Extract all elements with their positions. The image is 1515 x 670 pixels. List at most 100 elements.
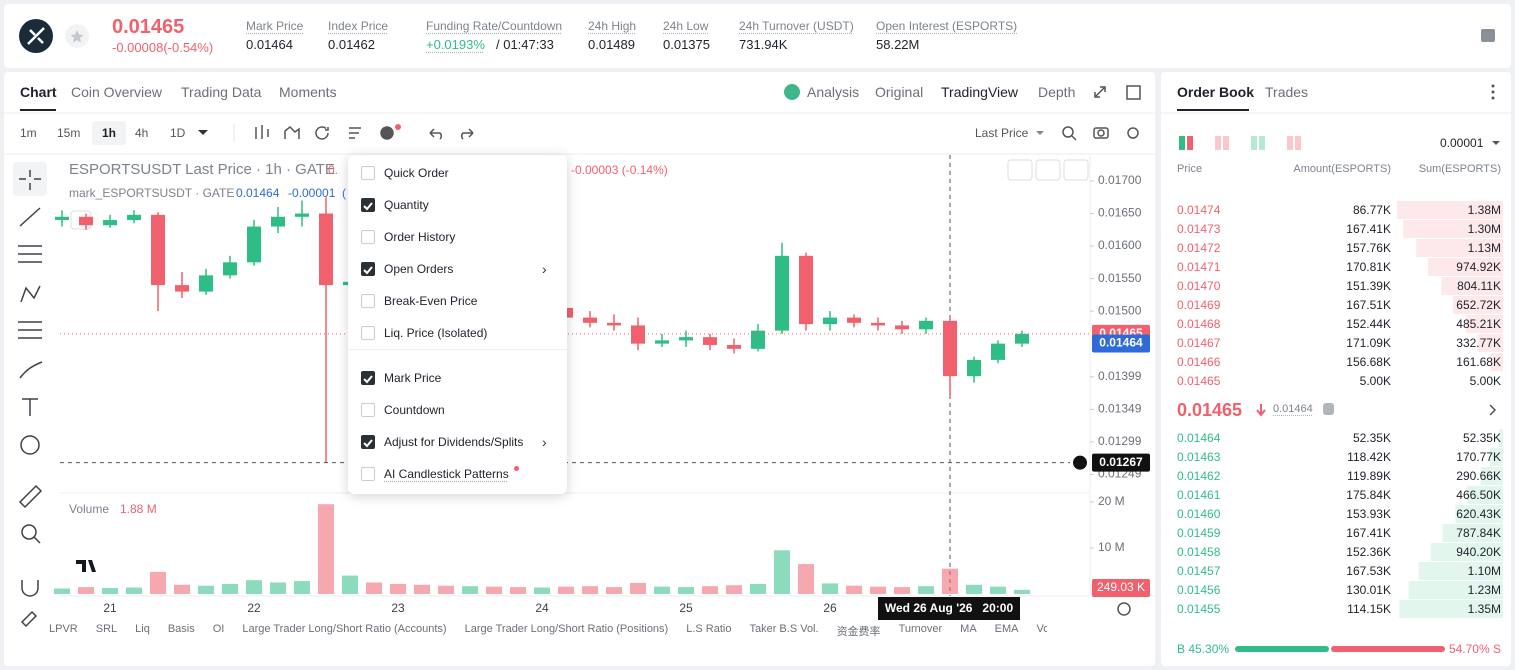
collapse-button[interactable] <box>1035 159 1061 181</box>
menu-item[interactable]: Quantity <box>384 198 429 212</box>
price-change: -0.00008(-0.54%) <box>112 40 214 55</box>
indicator[interactable]: 资金费率 <box>836 626 881 638</box>
indicator[interactable]: SRL <box>95 623 118 635</box>
scroll-button[interactable] <box>1007 159 1033 181</box>
indicator[interactable]: EMA <box>994 623 1019 635</box>
book-amount: 152.36K <box>1346 545 1391 559</box>
toolbar-icons[interactable] <box>255 125 1139 141</box>
stat-value: 0.01464 <box>246 37 293 52</box>
menu-item[interactable]: Open Orders <box>384 262 454 276</box>
expand-icon[interactable] <box>1094 86 1106 98</box>
menu-item[interactable]: AI Candlestick Patterns <box>384 467 509 481</box>
book-sum: 1.35M <box>1467 602 1501 616</box>
price-type[interactable]: Last Price <box>975 126 1029 140</box>
interval[interactable]: 1h <box>102 126 117 140</box>
candle-body <box>223 262 237 276</box>
depth-bar <box>1397 201 1503 219</box>
indicator[interactable]: MA <box>960 623 977 635</box>
menu-checkbox[interactable] <box>361 230 375 244</box>
chart-tab[interactable]: Trading Data <box>181 84 262 100</box>
candle-body <box>1015 333 1029 344</box>
drawing-tools[interactable] <box>13 162 47 628</box>
interval-dropdown[interactable] <box>198 130 208 135</box>
menu-item[interactable]: Liq. Price (Isolated) <box>384 326 488 340</box>
menu-checkbox[interactable] <box>361 371 375 385</box>
menu-checkbox[interactable] <box>361 467 375 481</box>
book-amount: 119.89K <box>1347 469 1391 483</box>
price-badge-label: 0.01267 <box>1099 455 1143 469</box>
menu-checkbox[interactable] <box>361 262 375 276</box>
depth-bar <box>1467 486 1503 504</box>
book-sum: 974.92K <box>1456 260 1501 274</box>
book-sum: 52.35K <box>1462 431 1501 445</box>
menu-item[interactable]: Quick Order <box>384 166 449 180</box>
book-price: 0.01456 <box>1177 583 1221 597</box>
price-badge <box>1092 334 1150 353</box>
book-sum: 332.77K <box>1456 336 1501 350</box>
view-tab[interactable]: Depth <box>1038 84 1076 100</box>
interval[interactable]: 1m <box>20 126 37 140</box>
header-icon[interactable] <box>1481 29 1495 42</box>
chart-tab[interactable]: Moments <box>279 84 337 100</box>
view-tab[interactable]: Original <box>875 84 924 100</box>
book-price: 0.01471 <box>1177 260 1221 274</box>
indicator[interactable]: Large Trader Long/Short Ratio (Positions… <box>464 623 669 635</box>
indicator[interactable]: LPVR <box>49 623 78 635</box>
price-type-dropdown[interactable] <box>1036 131 1044 135</box>
interval[interactable]: 15m <box>57 126 81 140</box>
interval[interactable]: 1D <box>170 126 186 140</box>
chart-tab[interactable]: Chart <box>20 84 57 100</box>
book-price: 0.01460 <box>1177 507 1221 521</box>
volume-bar <box>654 586 670 594</box>
chart-tab[interactable]: Coin Overview <box>71 84 163 100</box>
more-icon[interactable] <box>1491 96 1495 100</box>
volume-bar <box>366 582 382 594</box>
volume-bar <box>558 586 574 594</box>
depth-bar <box>1465 315 1503 333</box>
indicator[interactable]: Turnover <box>898 623 943 635</box>
indicator[interactable]: Liq <box>135 623 150 635</box>
volume-bar <box>150 571 166 594</box>
menu-checkbox[interactable] <box>361 435 375 449</box>
indicator[interactable]: L.S Ratio <box>686 623 732 635</box>
notify-dot <box>395 124 401 130</box>
book-tab[interactable]: Trades <box>1265 84 1309 100</box>
menu-item[interactable]: Mark Price <box>384 371 442 385</box>
menu-checkbox[interactable] <box>361 294 375 308</box>
menu-item[interactable]: Break-Even Price <box>384 294 478 308</box>
indicator[interactable]: Large Trader Long/Short Ratio (Accounts) <box>242 623 447 635</box>
check-mark <box>363 375 373 384</box>
menu-checkbox[interactable] <box>361 403 375 417</box>
settings-icon[interactable] <box>1117 602 1131 616</box>
book-header: Amount(ESPORTS) <box>1293 163 1391 175</box>
book-precision[interactable]: 0.00001 <box>1440 136 1484 150</box>
book-price: 0.01465 <box>1177 374 1221 388</box>
menu-item[interactable]: Countdown <box>384 403 445 417</box>
menu-item[interactable]: Adjust for Dividends/Splits <box>384 435 524 449</box>
book-layout-icon <box>1179 136 1185 150</box>
refresh-button[interactable] <box>1063 159 1089 181</box>
window-icon[interactable] <box>1126 85 1141 100</box>
indicator[interactable]: Taker B.S Vol. <box>749 623 819 635</box>
view-tab[interactable]: Analysis <box>807 84 860 100</box>
x-tick-label: 24 <box>535 601 549 615</box>
book-tab[interactable]: Order Book <box>1177 84 1255 100</box>
indicator[interactable]: OI <box>212 623 225 635</box>
volume-bar <box>510 587 526 594</box>
volume-bar <box>1014 589 1030 594</box>
stat-label: 24h Low <box>663 19 709 33</box>
candle-body <box>919 320 933 330</box>
price-badge-label: 0.01464 <box>1099 336 1143 350</box>
menu-checkbox[interactable] <box>361 166 375 180</box>
indicator[interactable]: Volume <box>1036 623 1047 635</box>
volume-bar <box>54 588 70 594</box>
depth-bar <box>1477 334 1503 352</box>
menu-checkbox[interactable] <box>361 198 375 212</box>
indicator[interactable]: Basis <box>167 623 195 635</box>
view-tab[interactable]: TradingView <box>941 84 1019 100</box>
y-tick-label: 0.01299 <box>1098 434 1142 448</box>
book-sum: 620.43K <box>1456 507 1501 521</box>
menu-checkbox[interactable] <box>361 326 375 340</box>
interval[interactable]: 4h <box>135 126 149 140</box>
menu-item[interactable]: Order History <box>384 230 456 244</box>
